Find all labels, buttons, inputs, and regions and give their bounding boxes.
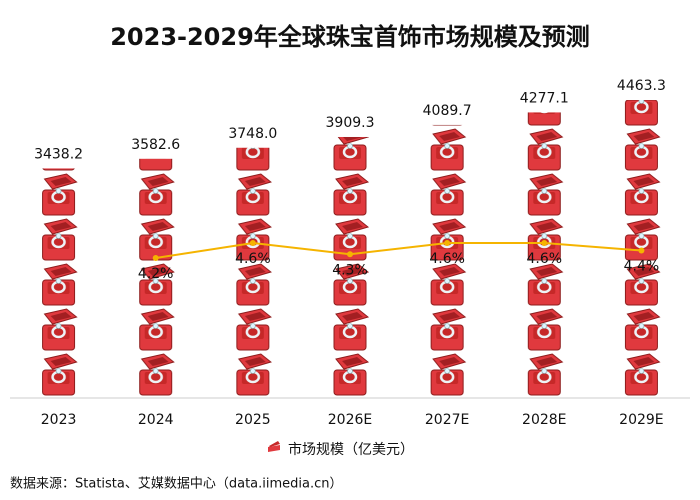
chart-title: 2023-2029年全球珠宝首饰市场规模及预测 <box>110 23 590 51</box>
source: 数据来源：Statista、艾媒数据中心（data.iimedia.cn） <box>10 477 343 492</box>
legend-label: 市场规模（亿美元） <box>288 441 414 458</box>
growth-label: 4.2% <box>138 266 174 282</box>
x-tick-label: 2026E <box>328 412 372 428</box>
legend-icon <box>268 441 280 452</box>
bar <box>230 147 275 398</box>
growth-point <box>249 240 256 246</box>
x-tick-label: 2029E <box>619 412 663 428</box>
x-tick-label: 2028E <box>522 412 566 428</box>
growth-point <box>347 251 353 258</box>
growth-point <box>638 247 645 254</box>
x-tick-label: 2027E <box>425 412 469 428</box>
growth-label: 4.3% <box>332 262 368 278</box>
bar <box>522 112 567 398</box>
growth-point <box>152 255 159 261</box>
bar <box>133 158 178 398</box>
value-label: 3438.2 <box>34 146 83 162</box>
value-label: 3909.3 <box>326 115 375 131</box>
growth-label: 4.4% <box>624 259 660 275</box>
growth-point <box>444 240 451 246</box>
growth-label: 4.6% <box>526 251 562 267</box>
growth-line <box>155 241 642 259</box>
growth-label: 4.6% <box>429 251 465 267</box>
growth-point <box>541 240 548 246</box>
value-label: 4089.7 <box>423 103 472 119</box>
bar <box>36 168 81 398</box>
x-tick-label: 2023 <box>41 412 77 428</box>
x-tick-label: 2025 <box>235 412 271 428</box>
value-label: 3582.6 <box>131 137 180 153</box>
growth-label: 4.6% <box>235 251 271 267</box>
value-label: 4463.3 <box>617 78 666 94</box>
value-label: 3748.0 <box>228 126 277 142</box>
value-label: 4277.1 <box>520 90 569 106</box>
bar <box>425 124 470 398</box>
x-tick-label: 2024 <box>138 412 174 428</box>
bar <box>328 136 372 398</box>
